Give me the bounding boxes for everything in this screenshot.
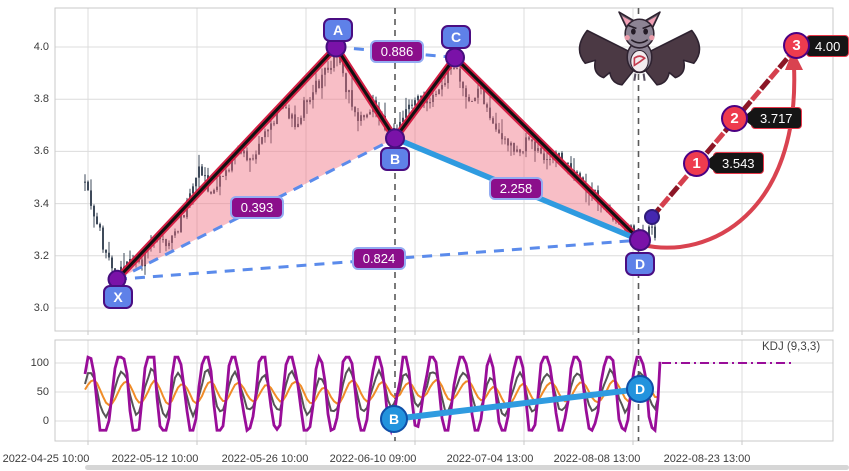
kdj-point-b[interactable]: B xyxy=(380,405,408,433)
time-axis-label: 2022-05-12 10:00 xyxy=(111,453,199,465)
price-axis-label: 3.0 xyxy=(33,302,49,314)
ratio-label-bd[interactable]: 2.258 xyxy=(489,177,543,200)
point-label-x[interactable]: X xyxy=(103,285,133,309)
price-axis-label: 3.8 xyxy=(33,93,49,106)
price-axis-label: 3.4 xyxy=(33,197,49,210)
target-1-price-tag: 3.543 xyxy=(713,152,764,174)
time-axis-label: 2022-06-10 09:00 xyxy=(329,453,417,465)
kdj-axis-label: 0 xyxy=(42,415,49,427)
kdj-point-d[interactable]: D xyxy=(626,375,654,403)
time-axis-label: 2022-05-26 10:00 xyxy=(221,453,309,465)
target-2-circle[interactable]: 2 xyxy=(721,105,748,132)
point-label-a[interactable]: A xyxy=(323,18,353,42)
point-label-d[interactable]: D xyxy=(625,252,655,276)
time-axis-label: 2022-07-04 13:00 xyxy=(446,453,534,465)
time-axis-label: 2022-08-08 13:00 xyxy=(553,453,641,465)
time-axis-label: 2022-08-23 13:00 xyxy=(663,453,751,465)
point-label-c[interactable]: C xyxy=(441,25,471,49)
kdj-axis-label: 100 xyxy=(30,357,49,369)
target-1-circle[interactable]: 1 xyxy=(683,150,710,177)
kdj-axis-label: 50 xyxy=(36,386,49,398)
bat-image xyxy=(578,11,701,86)
kdj-indicator-label: KDJ (9,3,3) xyxy=(762,341,821,353)
target-2-price-tag: 3.717 xyxy=(751,107,802,129)
ratio-label-ac[interactable]: 0.886 xyxy=(370,40,424,63)
horizontal-scrollbar[interactable] xyxy=(85,465,849,470)
price-axis-label: 4.0 xyxy=(33,41,49,53)
ratio-label-xd[interactable]: 0.824 xyxy=(352,247,406,270)
ratio-label-xb[interactable]: 0.393 xyxy=(230,196,284,219)
target-3-circle[interactable]: 3 xyxy=(783,32,810,59)
price-axis-label: 3.6 xyxy=(33,145,49,158)
target-3-price-tag: 4.00 xyxy=(806,35,849,57)
price-axis-label: 3.2 xyxy=(33,249,49,262)
point-label-b[interactable]: B xyxy=(380,147,410,171)
time-axis-label: 2022-04-25 10:00 xyxy=(2,453,90,465)
